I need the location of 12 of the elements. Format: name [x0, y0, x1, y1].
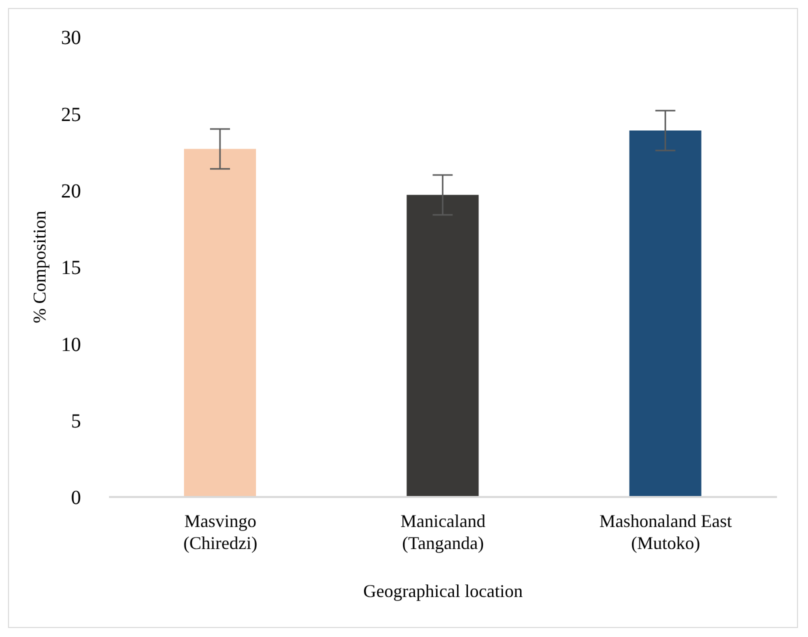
- y-tick-label: 20: [61, 180, 81, 202]
- y-tick-label: 25: [61, 104, 81, 126]
- x-tick-label: Manicaland (Tanganda): [400, 511, 486, 553]
- x-tick-label: Masvingo (Chiredzi): [183, 511, 258, 553]
- y-tick-label: 0: [71, 487, 81, 510]
- x-axis-title: Geographical location: [363, 581, 523, 601]
- y-axis-title: % Composition: [29, 210, 50, 324]
- y-tick-label: 15: [61, 257, 81, 280]
- x-tick-label: Mashonaland East (Mutoko): [599, 511, 732, 553]
- y-tick-label: 10: [61, 334, 81, 356]
- y-tick-label: 30: [61, 27, 81, 50]
- y-tick-label: 5: [71, 410, 81, 432]
